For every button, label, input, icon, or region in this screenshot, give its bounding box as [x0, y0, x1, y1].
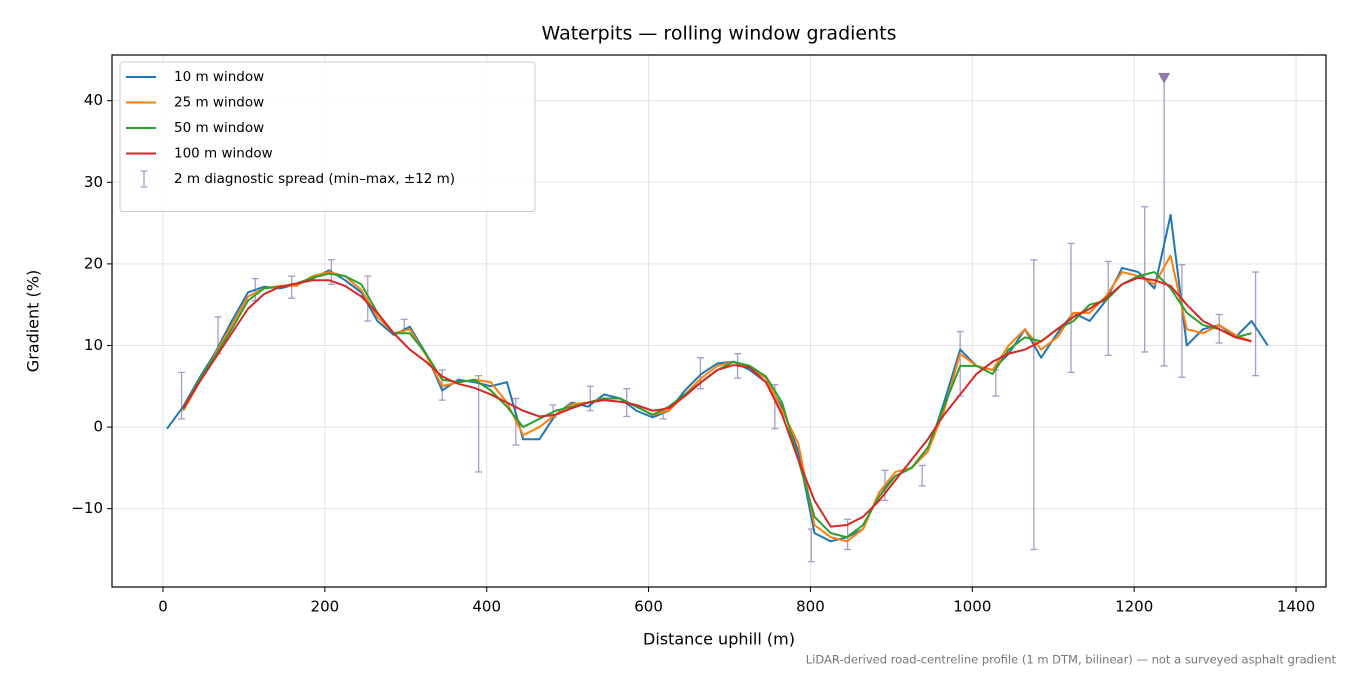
legend-label: 50 m window	[174, 120, 264, 136]
x-tick-label: 0	[158, 598, 168, 616]
x-tick-label: 1000	[953, 598, 991, 616]
y-tick-label: −10	[71, 499, 103, 517]
legend-label: 100 m window	[174, 146, 273, 162]
plot-frame	[111, 54, 1327, 588]
chart-title: Waterpits — rolling window gradients	[542, 23, 897, 45]
y-tick-label: 30	[84, 173, 103, 191]
footnote: LiDAR-derived road-centreline profile (1…	[806, 653, 1337, 667]
x-tick-label: 800	[796, 598, 825, 616]
x-tick-label: 600	[634, 598, 663, 616]
legend: 10 m window 25 m window 50 m window 100 m w…	[119, 61, 536, 212]
legend-label: 2 m diagnostic spread (min–max, ±12 m)	[174, 171, 455, 187]
y-tick-label: 40	[84, 91, 103, 109]
legend-box	[119, 61, 536, 212]
y-tick-label: 20	[84, 254, 103, 272]
y-axis-label: Gradient (%)	[24, 270, 43, 372]
x-tick-label: 200	[311, 598, 340, 616]
x-tick-label: 1200	[1115, 598, 1153, 616]
series-line	[182, 276, 1252, 528]
legend-label: 10 m window	[174, 69, 264, 85]
legend-label: 25 m window	[174, 95, 264, 111]
y-tick-label: 0	[93, 418, 103, 436]
series-line	[166, 213, 1269, 543]
x-tick-label: 400	[472, 598, 501, 616]
series-line	[182, 254, 1252, 543]
x-axis-label: Distance uphill (m)	[643, 630, 795, 649]
x-tick-label: 1400	[1277, 598, 1315, 616]
y-tick-label: 10	[84, 336, 103, 354]
flag-marker	[1158, 72, 1171, 84]
